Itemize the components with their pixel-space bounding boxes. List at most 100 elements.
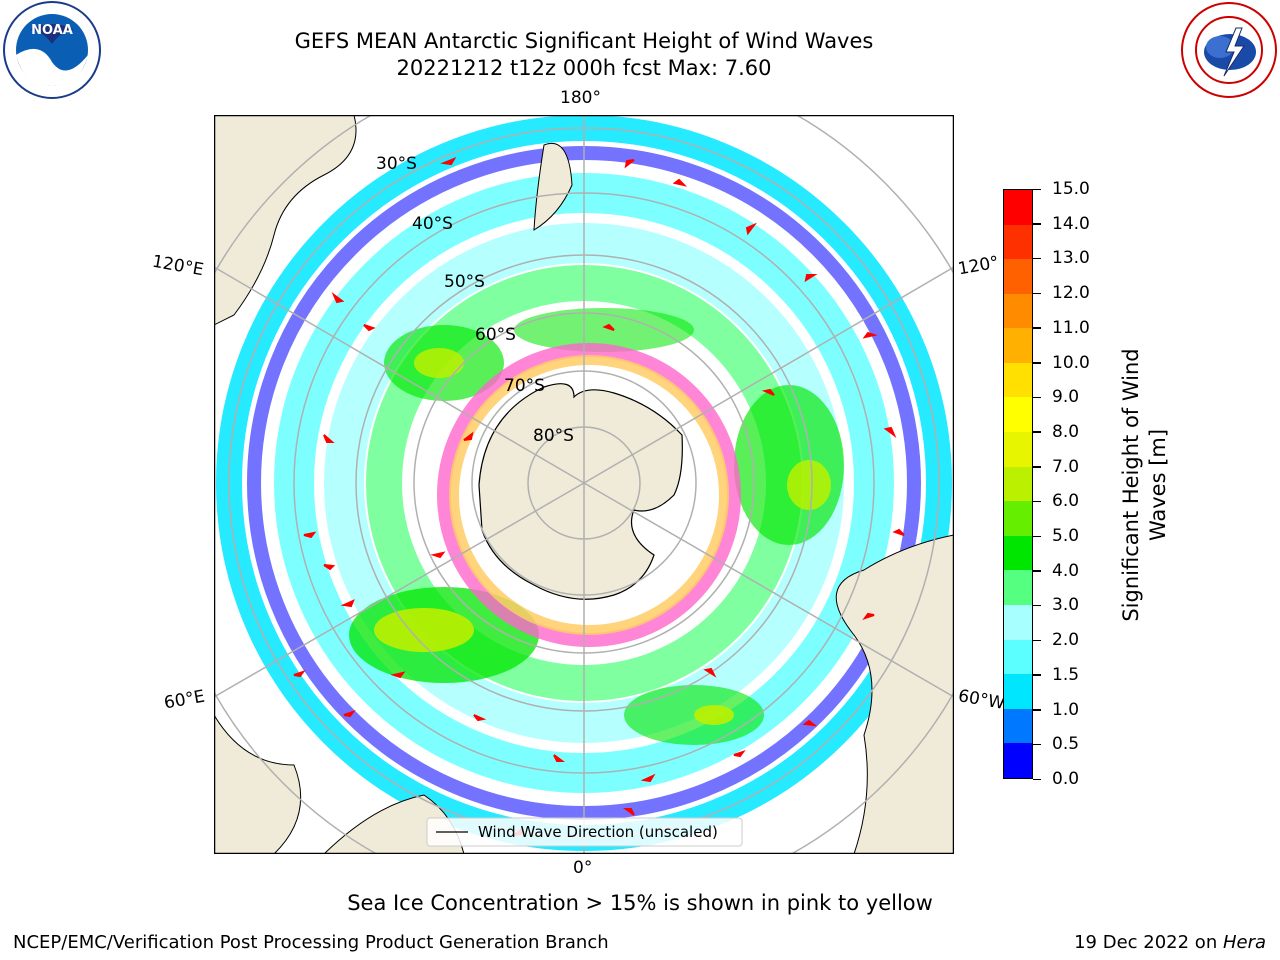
- colorbar-tick-mark: [1033, 327, 1041, 329]
- colorbar-tick-mark: [1033, 535, 1041, 538]
- colorbar-tick-mark: [1033, 743, 1041, 746]
- wave-patch-9: [514, 308, 694, 352]
- colorbar-tick-mark: [1033, 639, 1041, 642]
- legend-label: Wind Wave Direction (unscaled): [478, 823, 718, 841]
- wave-arrow: [804, 274, 818, 283]
- wave-arrow: [672, 178, 688, 187]
- colorbar-tick-label: 11.0: [1052, 317, 1090, 338]
- colorbar-label-line2: Waves [m]: [1146, 428, 1170, 542]
- south-america-land: [835, 534, 954, 854]
- wave-arrow: [733, 750, 746, 758]
- wave-arrow: [323, 434, 335, 443]
- wave-arrow: [602, 323, 615, 331]
- colorbar-tick-label: 9.0: [1052, 387, 1080, 408]
- wave-arrow: [390, 671, 406, 679]
- colorbar-segment: [1004, 432, 1032, 467]
- colorbar-tick-mark: [1033, 431, 1041, 433]
- map-frame: [214, 115, 954, 854]
- wave-patch-2: [374, 608, 474, 652]
- colorbar-tick-label: 6.0: [1052, 491, 1080, 512]
- wave-arrow: [703, 667, 717, 678]
- colorbar-segment: [1004, 293, 1032, 329]
- colorbar-tick-mark: [1033, 188, 1041, 190]
- colorbar-tick-mark: [1033, 396, 1041, 399]
- wave-arrow: [745, 222, 758, 236]
- wave-patch-6: [414, 348, 464, 378]
- antarctic-map: 30°S 40°S 50°S 60°S 70°S 80°S Wind Wave …: [214, 115, 954, 854]
- colorbar-segment: [1004, 674, 1032, 709]
- wave-arrow: [340, 599, 355, 608]
- colorbar-segment: [1004, 639, 1032, 675]
- wave-arrow: [553, 754, 565, 762]
- lon-label-120e: 120°E: [150, 251, 206, 281]
- wave-patch-4: [787, 460, 831, 510]
- lon-label-180: 180°: [560, 88, 601, 108]
- colorbar-tick-mark: [1033, 466, 1041, 468]
- colorbar-tick-label: 2.0: [1052, 630, 1080, 651]
- lat-label-40s: 40°S: [412, 214, 453, 234]
- colorbar-tick-mark: [1033, 292, 1041, 295]
- colorbar-tick-mark: [1033, 778, 1041, 780]
- noaa-logo: NOAA: [3, 1, 101, 99]
- colorbar-tick-label: 8.0: [1052, 421, 1080, 442]
- colorbar-segment: [1004, 535, 1032, 571]
- wave-arrow: [883, 426, 897, 439]
- colorbar-segment: [1004, 328, 1032, 363]
- wave-arrow: [303, 531, 317, 539]
- wave-arrow: [331, 291, 345, 304]
- colorbar-segment: [1004, 224, 1032, 260]
- lat-label-60s: 60°S: [475, 325, 516, 345]
- wave-arrow: [624, 159, 635, 169]
- legend-box: [426, 817, 743, 847]
- wave-arrow: [323, 564, 336, 571]
- colorbar-segment: [1004, 259, 1032, 294]
- colorbar-tick-label: 0.5: [1052, 734, 1080, 755]
- wave-arrow: [862, 331, 878, 339]
- colorbar-tick-label: 3.0: [1052, 595, 1080, 616]
- wave-arrow: [440, 156, 457, 166]
- colorbar-segment: [1004, 189, 1032, 225]
- colorbar-tick-mark: [1033, 570, 1041, 572]
- lat-label-70s: 70°S: [504, 376, 545, 396]
- antarctica-land: [478, 383, 683, 600]
- sea-ice-note: Sea Ice Concentration > 15% is shown in …: [347, 891, 933, 915]
- colorbar-tick-mark: [1033, 257, 1041, 260]
- africa-land-1: [214, 714, 302, 854]
- colorbar-label-line1: Significant Height of Wind: [1119, 348, 1143, 622]
- colorbar-tick-label: 0.0: [1052, 769, 1080, 789]
- colorbar-tick-label: 13.0: [1052, 248, 1090, 269]
- sea-ice-yellow: [449, 355, 729, 635]
- colorbar-segment: [1004, 362, 1032, 398]
- footer-machine: Hera: [1222, 932, 1266, 953]
- colorbar-tick-label: 1.0: [1052, 699, 1080, 720]
- colorbar-tick-label: 14.0: [1052, 213, 1090, 234]
- colorbar-tick-label: 7.0: [1052, 456, 1080, 477]
- noaa-logo-text: NOAA: [31, 23, 73, 38]
- wave-arrow: [430, 551, 446, 559]
- colorbar-tick-mark: [1033, 362, 1041, 364]
- wave-patch-3: [734, 385, 844, 545]
- wave-arrow: [862, 612, 875, 620]
- nws-logo: [1181, 2, 1277, 98]
- meridian-lines: [214, 115, 954, 854]
- colorbar-tick-label: 4.0: [1052, 560, 1080, 581]
- lat-label-50s: 50°S: [444, 272, 485, 292]
- wave-arrow: [640, 773, 656, 783]
- wave-arrow: [892, 528, 905, 536]
- footer-date-text: 19 Dec 2022 on: [1074, 932, 1223, 953]
- colorbar: [1003, 189, 1033, 779]
- wave-arrow: [363, 324, 376, 332]
- wave-patch-8: [694, 705, 734, 725]
- colorbar-segment: [1004, 397, 1032, 433]
- colorbar-segment: [1004, 501, 1032, 536]
- colorbar-segment: [1004, 466, 1032, 502]
- colorbar-segment: [1004, 605, 1032, 640]
- lat-label-30s: 30°S: [376, 154, 417, 174]
- colorbar-tick-label: 5.0: [1052, 526, 1080, 547]
- colorbar-tick-label: 10.0: [1052, 352, 1090, 373]
- lon-label-60w: 60°W: [956, 686, 1007, 714]
- colorbar-tick-label: 15.0: [1052, 179, 1090, 199]
- lon-label-120w: 120°: [956, 252, 1001, 280]
- colorbar-tick-label: 1.5: [1052, 664, 1080, 685]
- footer-date: 19 Dec 2022 on Hera: [1074, 932, 1266, 953]
